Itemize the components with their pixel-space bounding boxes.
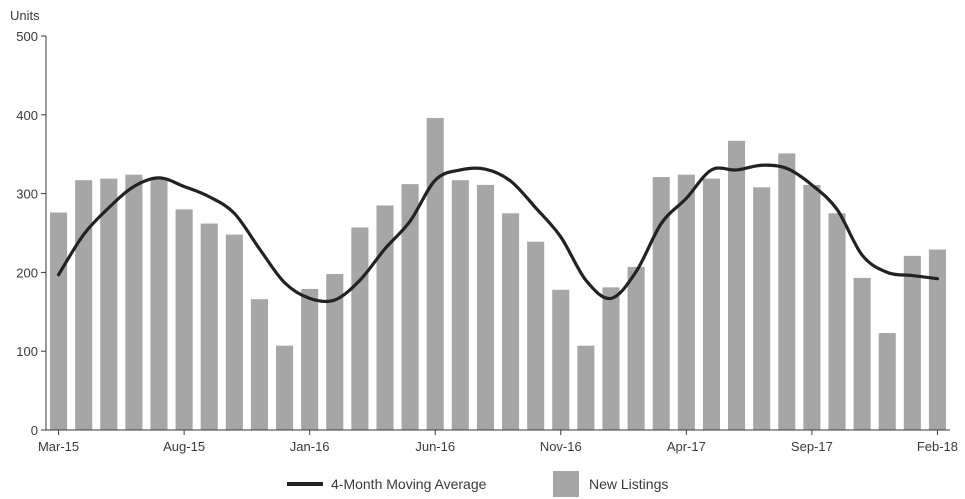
bar-jun-15 — [125, 174, 143, 430]
legend-label-new-listings: New Listings — [589, 476, 669, 492]
bar-jun-16 — [426, 117, 444, 430]
legend-label-moving-average: 4-Month Moving Average — [331, 476, 487, 492]
x-tick-label: Nov-16 — [540, 439, 582, 454]
chart: 0 100 200 300 400 500 Mar-15 Aug-15 Jan-16 Jun-1… — [10, 8, 958, 454]
legend-line-icon — [287, 482, 323, 486]
bar-oct-16 — [527, 241, 545, 430]
bars-group — [50, 117, 946, 431]
bar-may-16 — [401, 184, 419, 430]
x-tick-label: Apr-17 — [667, 439, 706, 454]
y-ticks: 0 100 200 300 400 500 — [16, 29, 46, 438]
bar-aug-17 — [778, 153, 796, 430]
x-tick-label: Jan-16 — [290, 439, 330, 454]
bar-jan-16 — [301, 288, 319, 430]
legend-swatch-icon — [553, 471, 579, 497]
x-tick-label: Mar-15 — [38, 439, 79, 454]
bar-jan-18 — [903, 255, 921, 430]
x-tick-label: Jun-16 — [415, 439, 455, 454]
legend-item-moving-average: 4-Month Moving Average — [287, 470, 486, 498]
bar-feb-16 — [326, 273, 344, 430]
bar-mar-17 — [652, 177, 670, 430]
x-ticks: Mar-15 Aug-15 Jan-16 Jun-16 Nov-16 Apr-17 Sep-… — [38, 430, 958, 454]
bar-jul-16 — [451, 180, 469, 430]
moving-average-line — [56, 163, 940, 304]
bar-nov-16 — [552, 289, 570, 430]
bar-sep-17 — [803, 184, 821, 430]
bar-sep-15 — [200, 223, 218, 430]
legend: 4-Month Moving Average New Listings — [0, 470, 965, 498]
bar-dec-16 — [577, 345, 595, 430]
bar-aug-16 — [476, 184, 494, 430]
x-tick-label: Sep-17 — [791, 439, 833, 454]
bar-jul-17 — [753, 187, 771, 430]
bar-aug-15 — [175, 209, 193, 430]
bar-dec-15 — [276, 345, 294, 430]
y-tick-label: 200 — [16, 265, 38, 280]
bar-nov-17 — [853, 277, 871, 430]
bar-apr-17 — [677, 174, 695, 430]
legend-item-new-listings: New Listings — [553, 470, 668, 498]
y-tick-label: 400 — [16, 108, 38, 123]
bar-dec-17 — [878, 333, 896, 430]
bar-may-15 — [100, 178, 118, 430]
bar-apr-16 — [376, 205, 394, 430]
bar-feb-18 — [928, 249, 946, 430]
bar-mar-15 — [50, 212, 68, 430]
y-tick-label: 0 — [31, 423, 38, 438]
y-tick-label: 300 — [16, 187, 38, 202]
bar-jan-17 — [602, 287, 620, 430]
bar-jul-15 — [150, 177, 168, 430]
y-tick-label: 500 — [16, 29, 38, 44]
y-tick-label: 100 — [16, 344, 38, 359]
bar-nov-15 — [250, 299, 268, 430]
bar-feb-17 — [627, 266, 645, 430]
bar-may-17 — [702, 178, 720, 430]
y-axis-title: Units — [10, 8, 40, 23]
axes — [45, 36, 950, 431]
x-tick-label: Feb-18 — [917, 439, 958, 454]
bar-apr-15 — [75, 180, 93, 430]
bar-mar-16 — [351, 227, 369, 430]
bar-sep-16 — [502, 213, 520, 430]
bar-oct-15 — [225, 234, 243, 430]
moving-average-layer — [56, 163, 940, 304]
bar-jun-17 — [728, 140, 746, 431]
x-tick-label: Aug-15 — [163, 439, 205, 454]
bar-oct-17 — [828, 213, 846, 430]
